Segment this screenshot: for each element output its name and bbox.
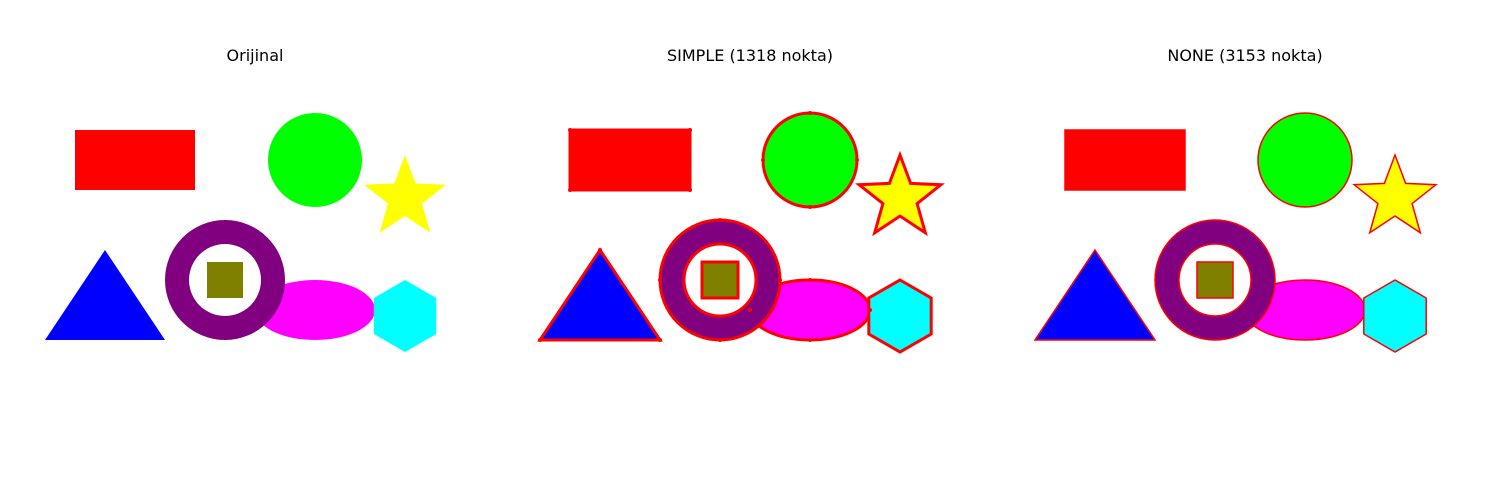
- contour-vertex-dot: [808, 278, 812, 282]
- contour-vertex-dot: [598, 248, 602, 252]
- contour-vertex-dot: [761, 158, 765, 162]
- contour-vertex-dot: [808, 205, 812, 209]
- green-circle-shape: [761, 111, 859, 209]
- blue-triangle-shape: [45, 250, 165, 340]
- contour-vertex-dot: [568, 128, 572, 132]
- cyan-hexagon-shape: [1363, 279, 1427, 353]
- red-rectangle-shape: [75, 130, 195, 190]
- panel-title-none: NONE (3153 nokta): [1167, 46, 1323, 65]
- yellow-star-shape: [855, 150, 945, 237]
- blue-triangle-shape: [537, 247, 663, 342]
- panel-original: [45, 113, 446, 352]
- contour-vertex-dot: [688, 188, 692, 192]
- olive-square-shape: [207, 262, 243, 298]
- contour-vertex-dot: [568, 188, 572, 192]
- olive-square-shape: [700, 260, 740, 300]
- olive-square-shape: [1196, 261, 1234, 299]
- cyan-hexagon-shape: [373, 280, 437, 352]
- contour-vertex-dot: [658, 338, 662, 342]
- contour-vertex-dot: [538, 338, 542, 342]
- blue-triangle-shape: [1033, 248, 1157, 341]
- yellow-star-shape: [1352, 152, 1438, 235]
- contour-vertex-dot: [778, 278, 782, 282]
- panel-title-original: Orijinal: [226, 46, 284, 65]
- contour-vertex-dot: [868, 308, 872, 312]
- green-circle-shape: [1257, 112, 1353, 208]
- contour-vertex-dot: [688, 128, 692, 132]
- contour-vertex-dot: [718, 338, 722, 342]
- panel-simple-contours: [537, 111, 945, 354]
- contour-vertex-dot: [808, 111, 812, 115]
- contour-vertex-dot: [748, 308, 752, 312]
- red-rectangle-shape: [1064, 129, 1186, 191]
- contour-vertex-dot: [855, 158, 859, 162]
- panel-none-contours: [1033, 112, 1438, 353]
- contour-vertex-dot: [658, 278, 662, 282]
- red-rectangle-shape: [568, 128, 692, 192]
- contour-vertex-dot: [808, 338, 812, 342]
- yellow-star-shape: [364, 155, 446, 233]
- panel-title-simple: SIMPLE (1318 nokta): [667, 46, 833, 65]
- contour-vertex-dot: [718, 218, 722, 222]
- magenta-ellipse-shape: [255, 280, 375, 340]
- cyan-hexagon-shape: [867, 278, 933, 354]
- green-circle-shape: [268, 113, 362, 207]
